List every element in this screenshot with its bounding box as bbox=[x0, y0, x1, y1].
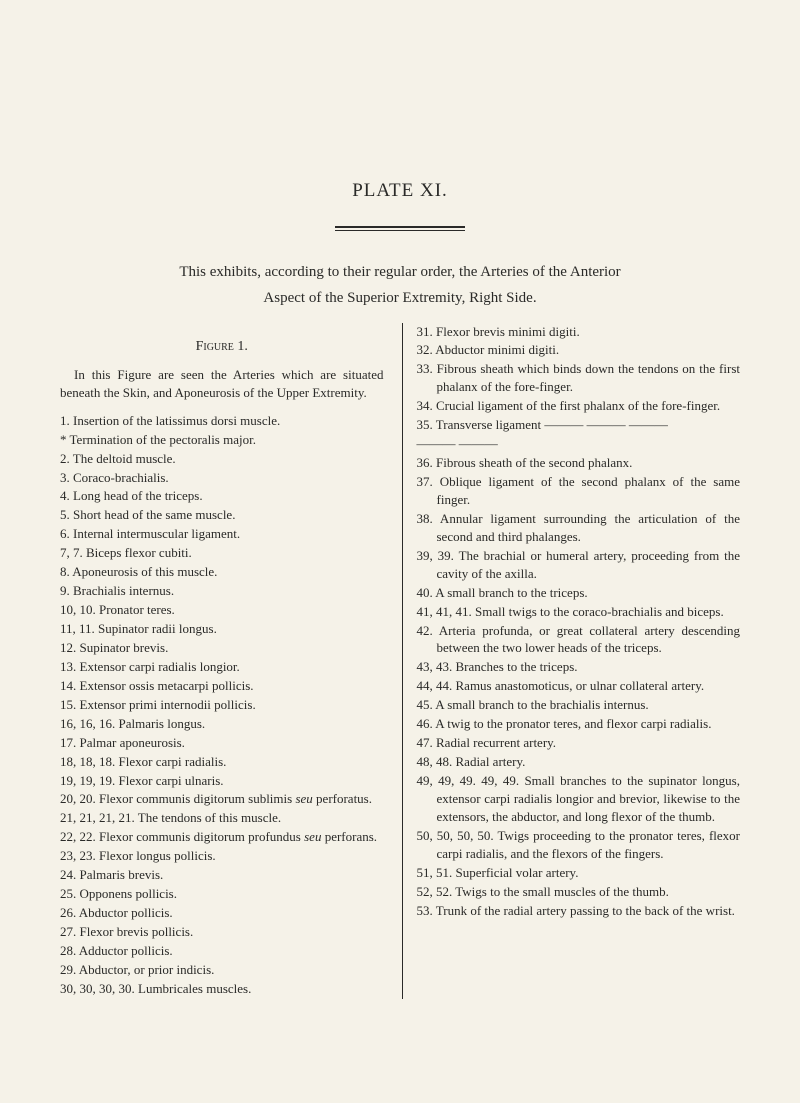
right-column: 31. Flexor brevis minimi digiti.32. Abdu… bbox=[402, 323, 741, 999]
list-item: 4. Long head of the triceps. bbox=[60, 487, 384, 505]
figure-label: Figure 1. bbox=[60, 337, 384, 356]
left-intro-paragraph: In this Figure are seen the Arteries whi… bbox=[60, 366, 384, 402]
list-item: 25. Opponens pollicis. bbox=[60, 885, 384, 903]
list-item: ——— ——— bbox=[417, 435, 741, 453]
list-item: 7, 7. Biceps flexor cubiti. bbox=[60, 544, 384, 562]
intro-line-1: This exhibits, according to their regula… bbox=[60, 262, 740, 282]
list-item: 37. Oblique ligament of the second phala… bbox=[417, 473, 741, 509]
list-item: * Termination of the pectoralis major. bbox=[60, 431, 384, 449]
list-item: 18, 18, 18. Flexor carpi radialis. bbox=[60, 753, 384, 771]
list-item: 29. Abductor, or prior indicis. bbox=[60, 961, 384, 979]
list-item: 21, 21, 21, 21. The tendons of this musc… bbox=[60, 809, 384, 827]
divider-rule bbox=[60, 216, 740, 234]
list-item: 10, 10. Pronator teres. bbox=[60, 601, 384, 619]
list-item: 44, 44. Ramus anastomoticus, or ulnar co… bbox=[417, 677, 741, 695]
list-item: 2. The deltoid muscle. bbox=[60, 450, 384, 468]
list-item: 35. Transverse ligament ——— ——— ——— bbox=[417, 416, 741, 434]
left-item-list: 1. Insertion of the latissimus dorsi mus… bbox=[60, 412, 384, 998]
intro-line-2: Aspect of the Superior Extremity, Right … bbox=[60, 288, 740, 308]
list-item: 41, 41, 41. Small twigs to the coraco-br… bbox=[417, 603, 741, 621]
list-item: 23, 23. Flexor longus pollicis. bbox=[60, 847, 384, 865]
list-item: 50, 50, 50, 50. Twigs proceeding to the … bbox=[417, 827, 741, 863]
list-item: 15. Extensor primi internodii pollicis. bbox=[60, 696, 384, 714]
list-item: 34. Crucial ligament of the first phalan… bbox=[417, 397, 741, 415]
list-item: 32. Abductor minimi digiti. bbox=[417, 341, 741, 359]
list-item: 13. Extensor carpi radialis longior. bbox=[60, 658, 384, 676]
list-item: 12. Supinator brevis. bbox=[60, 639, 384, 657]
list-item: 14. Extensor ossis metacarpi pollicis. bbox=[60, 677, 384, 695]
list-item: 51, 51. Superficial volar artery. bbox=[417, 864, 741, 882]
list-item: 24. Palmaris brevis. bbox=[60, 866, 384, 884]
list-item: 33. Fibrous sheath which binds down the … bbox=[417, 360, 741, 396]
two-column-layout: Figure 1. In this Figure are seen the Ar… bbox=[60, 323, 740, 999]
list-item: 30, 30, 30, 30. Lumbricales muscles. bbox=[60, 980, 384, 998]
list-item: 39, 39. The brachial or humeral artery, … bbox=[417, 547, 741, 583]
list-item: 52, 52. Twigs to the small muscles of th… bbox=[417, 883, 741, 901]
list-item: 46. A twig to the pronator teres, and fl… bbox=[417, 715, 741, 733]
list-item: 31. Flexor brevis minimi digiti. bbox=[417, 323, 741, 341]
list-item: 48, 48. Radial artery. bbox=[417, 753, 741, 771]
list-item: 1. Insertion of the latissimus dorsi mus… bbox=[60, 412, 384, 430]
list-item: 11, 11. Supinator radii longus. bbox=[60, 620, 384, 638]
list-item: 3. Coraco-brachialis. bbox=[60, 469, 384, 487]
list-item: 45. A small branch to the brachialis int… bbox=[417, 696, 741, 714]
list-item: 28. Adductor pollicis. bbox=[60, 942, 384, 960]
list-item: 53. Trunk of the radial artery passing t… bbox=[417, 902, 741, 920]
list-item: 47. Radial recurrent artery. bbox=[417, 734, 741, 752]
list-item: 49, 49, 49. 49, 49. Small branches to th… bbox=[417, 772, 741, 826]
list-item: 19, 19, 19. Flexor carpi ulnaris. bbox=[60, 772, 384, 790]
list-item: 5. Short head of the same muscle. bbox=[60, 506, 384, 524]
list-item: 6. Internal intermuscular ligament. bbox=[60, 525, 384, 543]
plate-title: PLATE XI. bbox=[60, 180, 740, 202]
list-item: 8. Aponeurosis of this muscle. bbox=[60, 563, 384, 581]
list-item: 27. Flexor brevis pollicis. bbox=[60, 923, 384, 941]
list-item: 22, 22. Flexor communis digitorum profun… bbox=[60, 828, 384, 846]
list-item: 9. Brachialis internus. bbox=[60, 582, 384, 600]
list-item: 16, 16, 16. Palmaris longus. bbox=[60, 715, 384, 733]
right-item-list: 31. Flexor brevis minimi digiti.32. Abdu… bbox=[417, 323, 741, 920]
left-column: Figure 1. In this Figure are seen the Ar… bbox=[60, 323, 384, 999]
list-item: 38. Annular ligament surrounding the art… bbox=[417, 510, 741, 546]
list-item: 26. Abductor pollicis. bbox=[60, 904, 384, 922]
list-item: 20, 20. Flexor communis digitorum sublim… bbox=[60, 790, 384, 808]
list-item: 17. Palmar aponeurosis. bbox=[60, 734, 384, 752]
list-item: 43, 43. Branches to the triceps. bbox=[417, 658, 741, 676]
rule-lines bbox=[335, 226, 465, 229]
list-item: 36. Fibrous sheath of the second phalanx… bbox=[417, 454, 741, 472]
list-item: 42. Arteria profunda, or great collatera… bbox=[417, 622, 741, 658]
list-item: 40. A small branch to the triceps. bbox=[417, 584, 741, 602]
